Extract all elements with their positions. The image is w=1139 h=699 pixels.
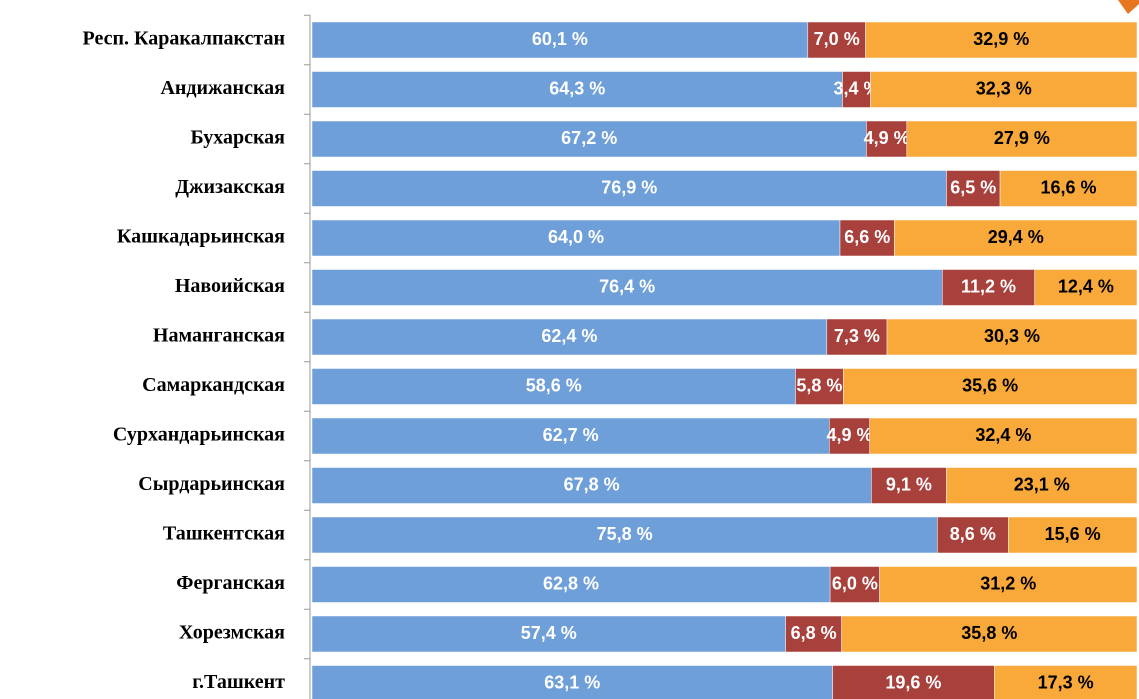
bar-segment [311,120,867,158]
value-label: 27,9 % [994,128,1050,148]
bar-segment [311,21,809,59]
bar-segment [311,219,841,257]
value-label: 32,4 % [975,425,1031,445]
value-label: 64,3 % [549,78,605,98]
value-label: 5,8 % [796,375,842,395]
value-label: 3,4 % [833,78,879,98]
value-label: 16,6 % [1041,177,1097,197]
value-label: 67,8 % [564,474,620,494]
value-label: 7,3 % [834,326,880,346]
bar-segment [946,170,1001,207]
category-label: Респ. Каракалпакстан [83,28,285,50]
value-label: 35,8 % [961,623,1017,643]
bar-segment [839,219,895,257]
bar-segment [311,665,833,699]
bar-segment [946,467,1138,504]
bar-segment [870,71,1138,108]
bar-segment [832,665,995,699]
bar-segment [795,368,844,405]
bar-segment [311,318,828,356]
corner-decoration [1118,0,1139,14]
bar-segment [841,615,1138,653]
bar-segment [1008,516,1138,554]
value-label: 76,9 % [601,177,657,197]
bar-segment [865,21,1138,59]
bar-segment [829,566,880,603]
bar-segment [826,318,888,356]
value-label: 58,6 % [526,375,582,395]
bar-segment [942,269,1035,306]
value-label: 76,4 % [599,276,655,296]
bar-segment [311,566,831,603]
bar-segment [869,417,1138,455]
value-label: 4,9 % [864,128,910,148]
bar-segment [906,120,1138,158]
bar-segment [994,665,1138,699]
value-label: 30,3 % [984,326,1040,346]
value-label: 32,3 % [976,78,1032,98]
category-label: Джизакская [175,176,285,198]
bar-segment [311,615,786,653]
category-label: Ташкентская [163,523,285,545]
value-label: 67,2 % [561,128,617,148]
category-label: Наманганская [153,325,285,347]
value-label: 62,4 % [541,326,597,346]
bar-segment [311,170,947,207]
value-label: 62,7 % [543,425,599,445]
bar-segment [311,368,796,405]
bar-segment [311,467,872,504]
value-label: 31,2 % [980,573,1036,593]
bar-segment [311,269,943,306]
value-label: 11,2 % [961,276,1016,296]
value-label: 29,4 % [988,227,1044,247]
value-label: 57,4 % [521,623,577,643]
value-label: 7,0 % [814,29,860,49]
category-label: Ферганская [176,572,285,594]
category-label: Навоийская [175,275,285,297]
category-label: Бухарская [190,127,285,149]
bar-segment [879,566,1138,603]
value-label: 4,9 % [826,425,872,445]
value-label: 23,1 % [1014,474,1070,494]
bar-segment [1034,269,1138,306]
value-label: 6,0 % [832,573,878,593]
category-label: Кашкадарьинская [117,226,285,248]
value-label: 8,6 % [950,524,996,544]
category-label: Андижанская [160,77,285,99]
value-label: 62,8 % [543,573,599,593]
value-label: 35,6 % [962,375,1018,395]
value-label: 12,4 % [1058,276,1114,296]
value-label: 75,8 % [597,524,653,544]
value-label: 6,6 % [844,227,890,247]
bar-segment [311,71,843,108]
category-label: Сурхандарьинская [113,424,285,446]
bar-segment [843,368,1138,405]
value-label: 6,8 % [791,623,837,643]
bar-segment [311,516,938,554]
bar-segment [842,71,871,108]
value-label: 6,5 % [950,177,996,197]
value-label: 63,1 % [544,672,600,692]
value-label: 17,3 % [1038,672,1094,692]
value-label: 64,0 % [548,227,604,247]
value-label: 60,1 % [532,29,588,49]
category-label: Сырдарьинская [138,473,285,495]
value-label: 19,6 % [885,672,941,692]
bar-segment [894,219,1138,257]
category-label: Самаркандская [142,374,285,396]
value-label: 9,1 % [886,474,932,494]
bar-segment [886,318,1138,356]
bar-segment [937,516,1009,554]
category-label: Хорезмская [179,622,285,644]
bar-segment [311,417,830,455]
category-label: г.Ташкент [192,671,285,693]
value-label: 32,9 % [973,29,1029,49]
value-label: 15,6 % [1045,524,1101,544]
bar-segment [999,170,1138,207]
bar-segment [785,615,842,653]
bar-segment [871,467,947,504]
bar-segment [829,417,870,455]
